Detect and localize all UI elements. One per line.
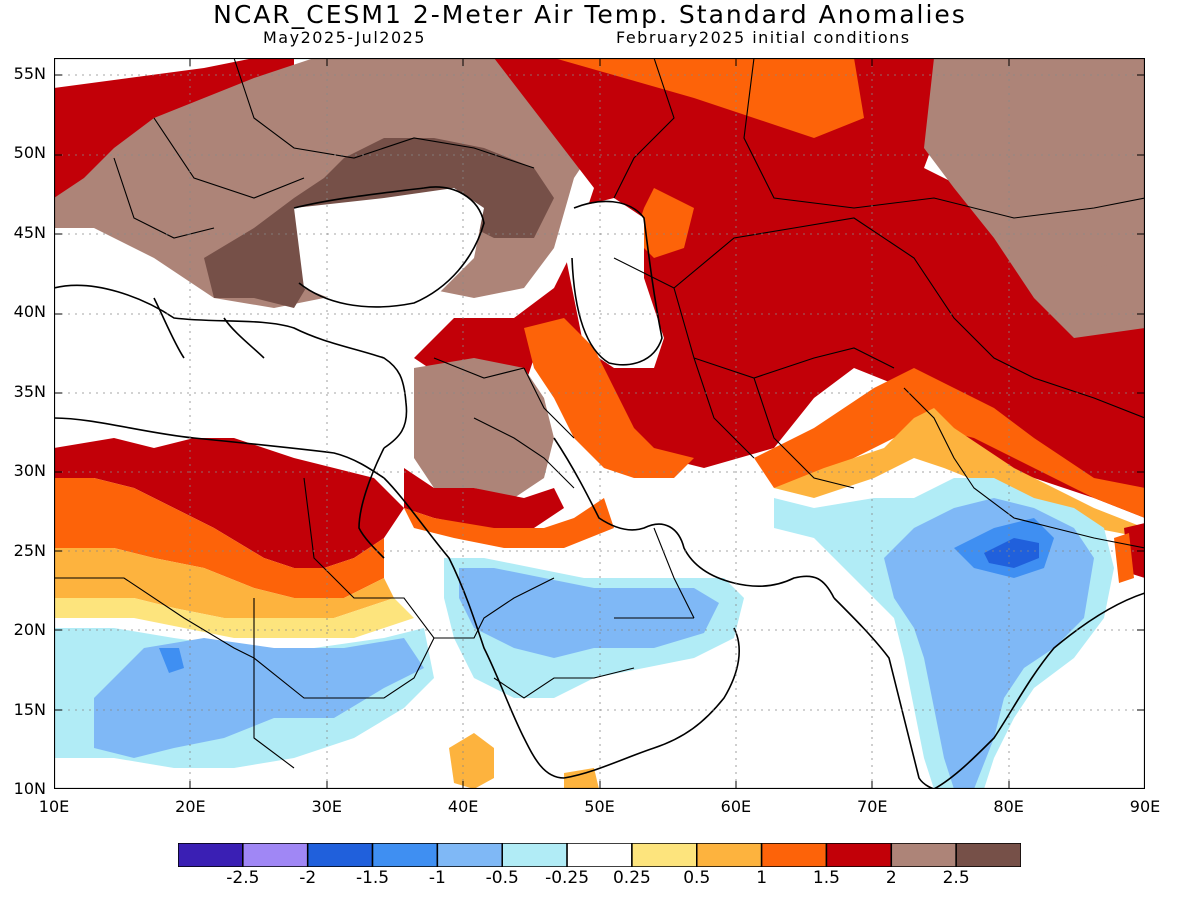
anomaly-darkbrown-balkans bbox=[204, 138, 554, 308]
colorbar-swatch bbox=[178, 843, 244, 867]
lon-label-30e: 30E bbox=[311, 797, 342, 816]
bay-of-bengal-white bbox=[1014, 618, 1145, 789]
colorbar-swatch bbox=[955, 843, 1021, 867]
lon-label-60e: 60E bbox=[720, 797, 752, 816]
anomaly-lightorange-yemen bbox=[564, 768, 599, 789]
colorbar-swatch bbox=[242, 843, 309, 867]
colorbar-label: 0.5 bbox=[683, 868, 711, 888]
colorbar-swatch bbox=[631, 843, 698, 867]
caspian-white bbox=[564, 198, 664, 368]
chart-title: NCAR_CESM1 2-Meter Air Temp. Standard An… bbox=[213, 0, 967, 29]
colorbar-label: -2 bbox=[299, 868, 317, 888]
lon-label-70e: 70E bbox=[857, 797, 888, 816]
anomaly-orange-bangladesh bbox=[1114, 533, 1134, 583]
colorbar-label: -2.5 bbox=[226, 868, 260, 888]
anomaly-orange-arabia-north bbox=[404, 498, 614, 548]
colorbar-swatch bbox=[566, 843, 633, 867]
initial-conditions: February2025 initial conditions bbox=[616, 28, 911, 47]
anomaly-orange-sahara bbox=[54, 478, 384, 598]
anomaly-darkblue-india bbox=[984, 538, 1039, 568]
mediterranean-white bbox=[54, 288, 414, 458]
lon-label-10e: 10E bbox=[38, 797, 70, 816]
lon-label-20e: 20E bbox=[175, 797, 206, 816]
colorbar-label: -1.5 bbox=[355, 868, 390, 888]
lat-label-30n: 30N bbox=[13, 461, 46, 481]
colorbar bbox=[178, 843, 1021, 867]
colorbar-label: 1 bbox=[756, 868, 768, 888]
anomaly-orange-iran bbox=[524, 318, 694, 478]
lon-label-50e: 50E bbox=[584, 797, 615, 816]
axis-ticks bbox=[54, 58, 1145, 789]
lat-label-35n: 35N bbox=[13, 381, 46, 401]
colorbar-label: 1.5 bbox=[812, 868, 840, 888]
lat-label-10n: 10N bbox=[13, 779, 46, 798]
anomaly-blue2-sahel bbox=[159, 648, 184, 673]
lat-label-50n: 50N bbox=[13, 143, 46, 163]
anomaly-brown-mongolia bbox=[924, 58, 1145, 338]
lat-label-45n: 45N bbox=[13, 222, 46, 242]
colorbar-swatch bbox=[501, 843, 568, 867]
colorbar-label: 2 bbox=[885, 868, 897, 888]
colorbar-swatch bbox=[760, 843, 828, 867]
blacksea-white bbox=[294, 188, 484, 308]
anomaly-lightorange-horn bbox=[449, 733, 494, 789]
colorbar-swatch bbox=[825, 843, 893, 867]
country-borders bbox=[54, 58, 1145, 769]
arabian-sea-white bbox=[614, 618, 924, 789]
colorbar-swatch bbox=[890, 843, 957, 867]
anomaly-blue-arabia bbox=[459, 568, 719, 658]
colorbar-label: -0.5 bbox=[485, 868, 519, 888]
colorbar-swatch bbox=[371, 843, 439, 867]
colorbar-swatch bbox=[696, 843, 763, 867]
lon-label-80e: 80E bbox=[993, 797, 1024, 816]
anomaly-brown-centralasia-east bbox=[1054, 208, 1145, 268]
anomaly-lightorange-sahara bbox=[54, 548, 394, 618]
map-svg bbox=[54, 58, 1145, 789]
colorbar-swatch bbox=[306, 843, 374, 867]
anomaly-red-arabia-north bbox=[404, 468, 564, 528]
colorbar-label: -1 bbox=[428, 868, 446, 888]
anomaly-orange-kazakh bbox=[634, 188, 694, 258]
lon-label-40e: 40E bbox=[447, 797, 479, 816]
lat-label-55n: 55N bbox=[13, 63, 46, 83]
lon-label-90e: 90E bbox=[1129, 797, 1161, 816]
anomaly-brown-levant bbox=[414, 358, 554, 498]
anomaly-yellow-sahara bbox=[54, 598, 414, 638]
lat-label-15n: 15N bbox=[13, 699, 46, 719]
forecast-period: May2025-Jul2025 bbox=[263, 28, 426, 47]
lat-label-25n: 25N bbox=[13, 540, 46, 560]
colorbar-label: -0.25 bbox=[545, 868, 590, 888]
anomaly-orange-north bbox=[554, 58, 864, 138]
colorbar-label: 2.5 bbox=[942, 868, 970, 888]
anomaly-blue-india bbox=[884, 498, 1094, 789]
lat-label-20n: 20N bbox=[13, 620, 46, 640]
colorbar-swatch bbox=[436, 843, 503, 867]
anomaly-orange-himalaya bbox=[754, 368, 1145, 518]
lat-label-40n: 40N bbox=[13, 302, 46, 322]
graticule bbox=[54, 58, 1145, 789]
anomaly-red-sahara bbox=[54, 438, 404, 568]
coastlines bbox=[54, 186, 1145, 789]
colorbar-label: 0.25 bbox=[612, 868, 651, 888]
anomaly-map bbox=[54, 58, 1145, 789]
